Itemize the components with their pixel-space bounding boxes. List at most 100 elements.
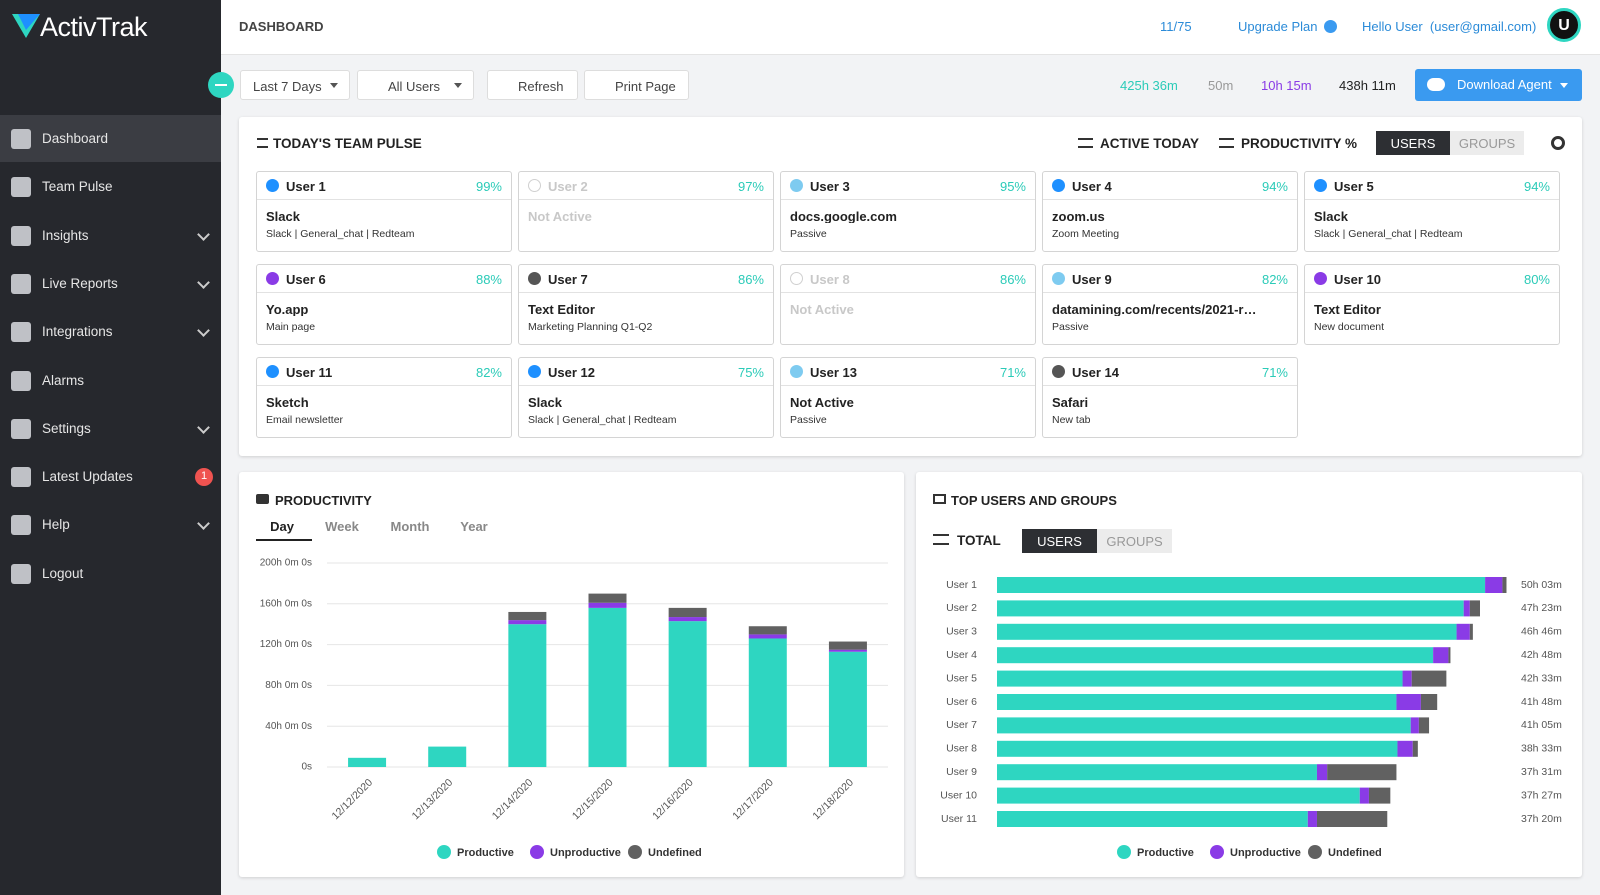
status-dot — [528, 365, 541, 378]
button-label: Last 7 Days — [253, 79, 322, 94]
header-bar — [221, 0, 1600, 55]
toggle[interactable]: USERS — [1376, 131, 1450, 155]
period-tab[interactable]: Year — [460, 519, 488, 534]
nav-item[interactable]: Dashboard — [42, 131, 109, 146]
user-name: User 6 — [286, 272, 326, 287]
app-detail: Slack | General_chat | Redteam — [266, 228, 415, 240]
nav-icon — [11, 129, 31, 149]
user-percent: 75% — [737, 365, 764, 380]
user-greeting[interactable]: Hello User (user@gmail.com) — [1362, 19, 1537, 34]
active-app: Not Active — [790, 396, 854, 409]
logo-mark — [12, 14, 40, 38]
active-app: Text Editor — [528, 303, 595, 316]
filter[interactable]: PRODUCTIVITY % — [1241, 136, 1358, 151]
active-app: zoom.us — [1052, 210, 1105, 223]
user-percent: 80% — [1523, 272, 1550, 287]
nav-item[interactable]: Insights — [42, 227, 89, 243]
license-count[interactable]: 11/75 — [1160, 19, 1192, 34]
sort-label[interactable]: TOTAL — [957, 533, 1001, 548]
user-card[interactable]: User 1 99% Slack Slack | General_chat | Red… — [256, 171, 512, 252]
user-card[interactable]: User 13 71% Not Active Passive — [780, 357, 1036, 438]
toggle[interactable]: USERS — [1022, 529, 1097, 553]
panel-title: PRODUCTIVITY — [275, 493, 372, 508]
active-app: Sketch — [266, 396, 309, 409]
user-card[interactable]: User 7 86% Text Editor Marketing Planning Q… — [518, 264, 774, 345]
status-dot — [1314, 272, 1327, 285]
nav-item[interactable]: Live Reports — [42, 275, 118, 291]
nav-item[interactable]: Latest Updates — [42, 469, 133, 485]
nav-item[interactable]: Logout — [42, 565, 84, 581]
period-tab[interactable]: Day — [270, 519, 294, 534]
card-divider — [257, 199, 511, 200]
user-card[interactable]: User 4 94% zoom.us Zoom Meeting — [1042, 171, 1298, 252]
badge: 1 — [195, 468, 213, 487]
card-divider — [781, 292, 1035, 293]
nav-icon — [11, 322, 31, 343]
user-card[interactable]: User 11 82% Sketch Email newsletter — [256, 357, 512, 438]
avatar[interactable]: U — [1547, 8, 1581, 42]
active-app: Not Active — [528, 210, 592, 223]
nav-item[interactable]: Help — [42, 517, 70, 533]
user-card[interactable]: User 6 88% Yo.app Main page — [256, 264, 512, 345]
toggle-label: USERS — [1390, 136, 1436, 151]
button-label: All Users — [388, 79, 441, 94]
active-app: Safari — [1052, 396, 1089, 409]
upgrade-link[interactable]: Upgrade Plan — [1238, 19, 1318, 34]
app-detail: Main page — [266, 321, 316, 333]
filter-icon — [1219, 138, 1234, 148]
caret — [1560, 83, 1568, 88]
nav-icon — [11, 273, 31, 294]
filter[interactable]: ACTIVE TODAY — [1100, 136, 1200, 151]
panel-title: TODAY'S TEAM PULSE — [273, 136, 422, 151]
active-app: datamining.com/recents/2021-r… — [1052, 303, 1257, 316]
card-divider — [519, 385, 773, 386]
card-divider — [519, 292, 773, 293]
sort-icon — [933, 534, 949, 545]
toggle-label: GROUPS — [1106, 534, 1163, 549]
app-detail: Zoom Meeting — [1052, 228, 1120, 240]
toolbar-button[interactable]: Refresh — [487, 70, 578, 100]
nav-item[interactable]: Integrations — [42, 324, 113, 340]
user-card[interactable]: User 14 71% Safari New tab — [1042, 357, 1298, 438]
active-app: Not Active — [790, 303, 854, 316]
card-divider — [257, 385, 511, 386]
user-card[interactable]: User 12 75% Slack Slack | General_chat | Re… — [518, 357, 774, 438]
user-card[interactable]: User 5 94% Slack Slack | General_chat | Red… — [1304, 171, 1560, 252]
nav-item[interactable]: Team Pulse — [42, 179, 113, 195]
user-card[interactable]: User 9 82% datamining.com/recents/2021-r… P… — [1042, 264, 1298, 345]
status-dot — [790, 272, 803, 285]
user-name: User 3 — [810, 179, 850, 194]
toolbar-button[interactable]: Print Page — [584, 70, 689, 100]
app-detail: New document — [1314, 321, 1385, 333]
app-detail: Passive — [1052, 321, 1089, 333]
user-card[interactable]: User 2 97% Not Active — [518, 171, 774, 252]
period-tab[interactable]: Month — [390, 519, 430, 534]
collapse-button[interactable] — [208, 72, 234, 98]
logo: ActivTrak — [40, 12, 148, 42]
app-detail: Marketing Planning Q1-Q2 — [528, 321, 653, 333]
stat: 10h 15m — [1261, 78, 1312, 93]
card-divider — [781, 385, 1035, 386]
user-name: User 1 — [286, 179, 326, 194]
period-tab[interactable]: Week — [325, 519, 359, 534]
status-dot — [790, 365, 803, 378]
user-card[interactable]: User 3 95% docs.google.com Passive — [780, 171, 1036, 252]
card-divider — [1305, 292, 1559, 293]
card-divider — [257, 292, 511, 293]
user-card[interactable]: User 8 86% Not Active — [780, 264, 1036, 345]
user-percent: 71% — [1261, 365, 1288, 380]
active-app: Slack — [266, 210, 300, 223]
status-dot — [1052, 365, 1065, 378]
user-name: User 2 — [548, 179, 588, 194]
toggle-label: GROUPS — [1458, 136, 1516, 151]
toggle[interactable]: GROUPS — [1450, 131, 1524, 155]
user-card[interactable]: User 10 80% Text Editor New document — [1304, 264, 1560, 345]
nav-item[interactable]: Alarms — [42, 372, 85, 388]
user-name: User 14 — [1072, 365, 1119, 380]
user-percent: 86% — [737, 272, 764, 287]
toggle[interactable]: GROUPS — [1097, 529, 1172, 553]
user-percent: 82% — [475, 365, 502, 380]
download-button[interactable]: Download Agent — [1415, 69, 1582, 101]
upgrade-icon — [1324, 20, 1337, 33]
nav-item[interactable]: Settings — [42, 420, 91, 436]
